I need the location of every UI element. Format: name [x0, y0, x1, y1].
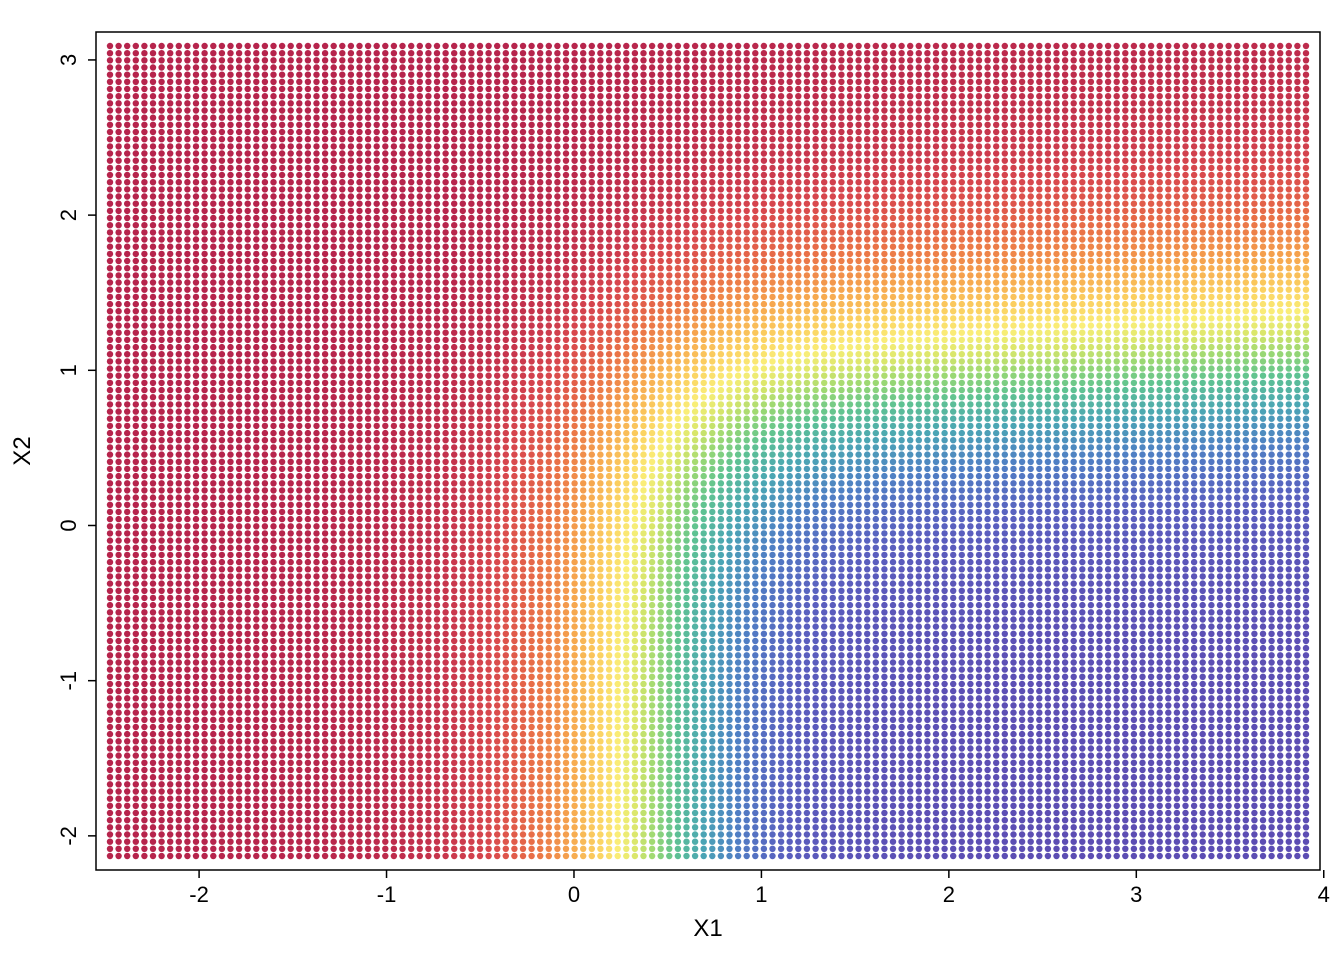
y-axis-label: X2	[9, 436, 36, 465]
x-axis-label: X1	[693, 915, 722, 942]
y-tick-label: 0	[56, 519, 81, 531]
chart-svg: -2 -1 0 1 2 3 4 -2 -1 0 1 2 3 X1 X2	[0, 0, 1344, 960]
x-axis: -2 -1 0 1 2 3 4	[189, 870, 1330, 907]
x-tick-label: 4	[1318, 882, 1330, 907]
x-tick-label: 3	[1130, 882, 1142, 907]
y-axis: -2 -1 0 1 2 3	[56, 54, 96, 846]
x-tick-label: 0	[568, 882, 580, 907]
x-tick-label: 2	[943, 882, 955, 907]
x-tick-label: -1	[377, 882, 397, 907]
x-tick-label: 1	[755, 882, 767, 907]
y-tick-label: 2	[56, 209, 81, 221]
y-tick-label: 3	[56, 54, 81, 66]
plot-border	[96, 32, 1320, 870]
y-tick-label: -1	[56, 671, 81, 691]
x-tick-label: -2	[189, 882, 209, 907]
y-tick-label: -2	[56, 826, 81, 846]
heatmap-chart: -2 -1 0 1 2 3 4 -2 -1 0 1 2 3 X1 X2	[0, 0, 1344, 960]
y-tick-label: 1	[56, 364, 81, 376]
